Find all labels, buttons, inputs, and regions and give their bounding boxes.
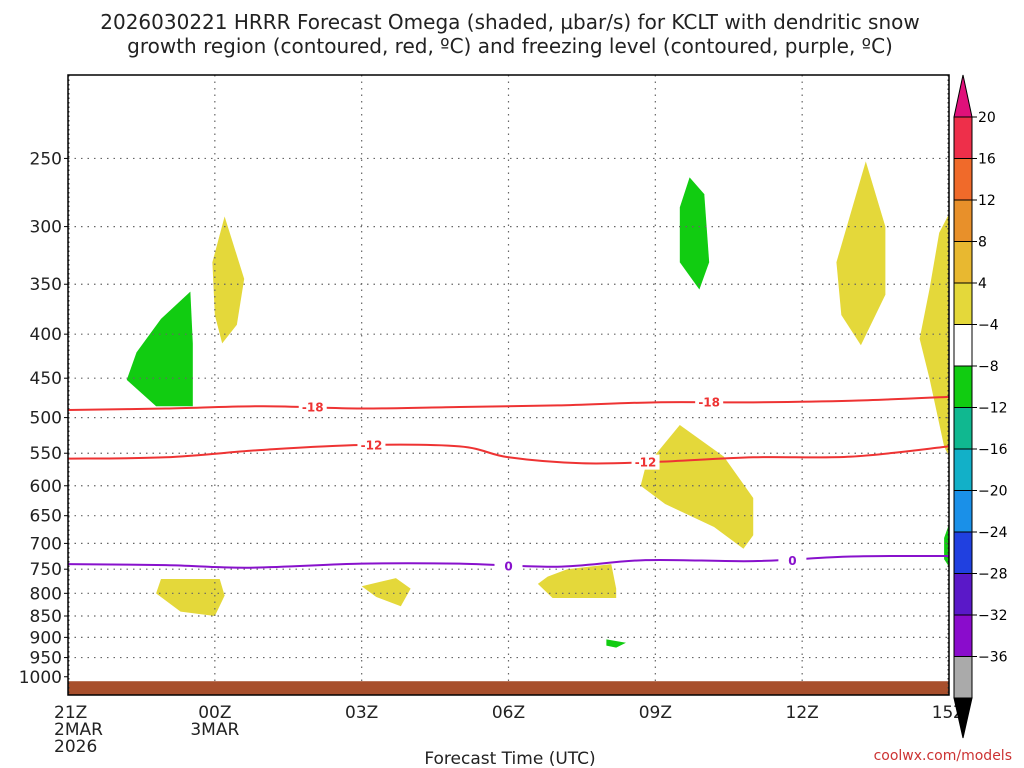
- colorbar-label-3: 8: [978, 235, 987, 251]
- contour-label--12: -12: [361, 439, 383, 453]
- terrain-band: [68, 681, 949, 695]
- y-tick-label-550: 550: [30, 444, 62, 464]
- colorbar-label-12: −32: [978, 608, 1008, 624]
- x-tick-label-21Z-2: 2026: [54, 737, 97, 757]
- contour-label-0: 0: [504, 560, 512, 574]
- x-tick-label-21Z-1: 2MAR: [54, 720, 103, 740]
- contour-label-bg: [298, 399, 327, 415]
- contour-label-bg: [631, 454, 660, 470]
- contour-label-bg: [778, 553, 807, 569]
- colorbar-swatch-9: [953, 490, 973, 533]
- y-tick-label-900: 900: [30, 628, 62, 648]
- colorbar-label-5: −4: [978, 318, 999, 334]
- contour-label-bg: [357, 437, 386, 453]
- y-tick-label-500: 500: [30, 409, 62, 429]
- terrain-layer: [68, 681, 949, 695]
- colorbar-bottom-arrow: [953, 697, 973, 739]
- colorbar-label-7: −12: [978, 401, 1008, 417]
- colorbar-label-8: −16: [978, 442, 1008, 458]
- colorbar-label-9: −20: [978, 484, 1008, 500]
- pressure-axis: 2503003504004505005506006507007508008509…: [19, 149, 68, 688]
- omega-region-1: [212, 216, 245, 344]
- omega-region-4: [537, 564, 617, 598]
- colorbar-swatch-10: [953, 531, 973, 574]
- omega-shading: [126, 161, 949, 648]
- chart-title-line2: growth region (contoured, red, ºC) and f…: [127, 34, 893, 58]
- colorbar-swatch-1: [953, 158, 973, 201]
- x-tick-label-00Z-1: 3MAR: [190, 720, 239, 740]
- y-tick-label-450: 450: [30, 369, 62, 389]
- y-tick-label-750: 750: [30, 560, 62, 580]
- contour-label--18: -18: [302, 401, 324, 415]
- omega-region-9: [919, 213, 949, 457]
- colorbar-swatch-3: [953, 241, 973, 284]
- colorbar: 20 16 12 8 4 −4 −8 −12 −16 −20 −24 −28 −32 −36: [953, 74, 1008, 739]
- colorbar-label-11: −28: [978, 567, 1008, 583]
- contour-label--12: -12: [635, 456, 657, 470]
- y-tick-label-400: 400: [30, 325, 62, 345]
- contour-label-bg: [695, 394, 724, 410]
- omega-region-7: [640, 424, 754, 549]
- x-tick-label-03Z-0: 03Z: [345, 703, 378, 723]
- omega-region-2: [156, 579, 225, 616]
- colorbar-label-1: 16: [978, 152, 996, 168]
- contour-label-bg: [494, 558, 523, 574]
- colorbar-swatch-5: [953, 324, 973, 367]
- contour--12: [67, 443, 950, 465]
- colorbar-label-4: 4: [978, 276, 987, 292]
- colorbar-swatch-4: [953, 282, 973, 325]
- contour-label--18: -18: [698, 395, 720, 409]
- omega-region-8: [836, 161, 886, 346]
- omega-region-0: [126, 291, 193, 407]
- y-tick-label-600: 600: [30, 477, 62, 497]
- y-tick-label-850: 850: [30, 607, 62, 627]
- colorbar-label-10: −24: [978, 525, 1008, 541]
- omega-region-3: [361, 578, 411, 607]
- contour--18: [67, 395, 950, 412]
- credit-text: coolwx.com/models: [874, 748, 1012, 764]
- y-tick-label-300: 300: [30, 218, 62, 238]
- y-tick-label-800: 800: [30, 584, 62, 604]
- omega-region-6: [679, 177, 710, 290]
- y-tick-label-950: 950: [30, 649, 62, 669]
- colorbar-swatch-7: [953, 407, 973, 450]
- contour-label-0: 0: [788, 554, 796, 568]
- plot-frame: [67, 74, 950, 696]
- colorbar-swatch-8: [953, 448, 973, 491]
- omega-region-5: [606, 639, 626, 648]
- x-tick-label-09Z-0: 09Z: [639, 703, 672, 723]
- colorbar-label-6: −8: [978, 359, 999, 375]
- y-tick-label-350: 350: [30, 275, 62, 295]
- chart-title-line1: 2026030221 HRRR Forecast Omega (shaded, …: [100, 10, 919, 34]
- colorbar-swatch-11: [953, 573, 973, 616]
- contour-lines: -18 -18 -12 -12 0 0: [67, 394, 950, 574]
- colorbar-label-13: −36: [978, 650, 1008, 666]
- colorbar-top-arrow: [953, 74, 973, 118]
- y-tick-label-250: 250: [30, 149, 62, 169]
- x-axis-title: Forecast Time (UTC): [424, 749, 595, 768]
- x-tick-label-06Z-0: 06Z: [492, 703, 525, 723]
- x-tick-label-21Z-0: 21Z: [54, 703, 87, 723]
- colorbar-label-0: 20: [978, 110, 996, 126]
- colorbar-swatch-2: [953, 199, 973, 242]
- colorbar-label-2: 12: [978, 193, 996, 209]
- x-tick-label-12Z-0: 12Z: [786, 703, 819, 723]
- y-tick-label-700: 700: [30, 534, 62, 554]
- x-tick-label-00Z-0: 00Z: [198, 703, 231, 723]
- y-tick-label-650: 650: [30, 507, 62, 527]
- y-tick-label-1000: 1000: [19, 668, 62, 688]
- colorbar-swatch-0: [953, 116, 973, 159]
- colorbar-swatch-12: [953, 614, 973, 657]
- colorbar-swatch-13: [953, 656, 973, 699]
- colorbar-swatch-6: [953, 365, 973, 408]
